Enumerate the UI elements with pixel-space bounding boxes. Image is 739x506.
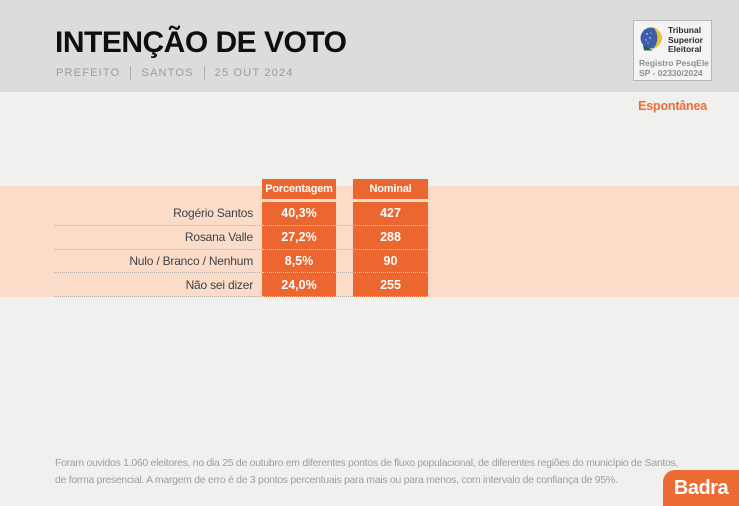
row-gap [336, 250, 353, 274]
tse-org-name: Tribunal Superior Eleitoral [668, 26, 703, 55]
candidate-label: Rogério Santos [55, 202, 253, 226]
row-gap [336, 273, 353, 297]
percentage-value: 27,2% [262, 225, 336, 250]
percentage-value: 8,5% [262, 249, 336, 274]
poll-type-tag: Espontânea [638, 99, 707, 113]
table-row: Não sei dizer 24,0% 255 [55, 273, 428, 297]
methodology-line1: Foram ouvidos 1.060 eleitores, no dia 25… [55, 457, 679, 469]
row-gap [253, 226, 262, 250]
badra-logo-text: Badra [673, 476, 729, 499]
subtitle-divider [130, 66, 132, 80]
candidate-label: Não sei dizer [55, 273, 253, 297]
candidate-label: Rosana Valle [55, 226, 253, 250]
methodology-note: Foram ouvidos 1.060 eleitores, no dia 25… [55, 455, 678, 488]
row-gap [336, 226, 353, 250]
tse-registry-number: Registro PesqEle SP - 02330/2024 [639, 58, 709, 78]
header-band: INTENÇÃO DE VOTO PREFEITO SANTOS 25 OUT … [0, 0, 739, 92]
row-gap [253, 202, 262, 226]
table-row: Nulo / Branco / Nenhum 8,5% 90 [55, 249, 428, 274]
candidate-label: Nulo / Branco / Nenhum [55, 250, 253, 274]
nominal-value: 90 [353, 249, 428, 274]
subtitle-date: 25 OUT 2024 [214, 67, 294, 79]
nominal-value: 255 [353, 273, 428, 297]
percentage-value: 24,0% [262, 273, 336, 297]
column-header-nominal: Nominal [353, 179, 428, 199]
column-header-porcentagem: Porcentagem [262, 179, 336, 199]
tse-org-line1: Tribunal [668, 25, 702, 36]
tse-registry-line2: SP - 02330/2024 [639, 67, 703, 78]
row-gap [253, 273, 262, 297]
percentage-value: 40,3% [262, 202, 336, 226]
tse-org-line2: Superior [668, 34, 703, 45]
tse-org-line3: Eleitoral [668, 44, 702, 55]
page-title: INTENÇÃO DE VOTO [55, 26, 347, 59]
tse-registry-line1: Registro PesqEle [639, 58, 709, 68]
tse-registry-badge: Tribunal Superior Eleitoral Registro Pes… [633, 20, 712, 81]
tse-logo-icon [639, 25, 665, 56]
nominal-value: 288 [353, 225, 428, 250]
subtitle-divider [203, 66, 205, 80]
breadcrumb: PREFEITO SANTOS 25 OUT 2024 [56, 66, 294, 80]
table-row: Rosana Valle 27,2% 288 [55, 225, 428, 250]
subtitle-office: PREFEITO [56, 67, 121, 79]
subtitle-city: SANTOS [141, 67, 194, 79]
methodology-line2: de forma presencial. A margem de erro é … [55, 473, 618, 486]
row-gap [336, 202, 353, 226]
tse-badge-top: Tribunal Superior Eleitoral [639, 25, 706, 56]
results-table: Rogério Santos 40,3% 427 Rosana Valle 27… [55, 202, 428, 297]
badra-logo: Badra [663, 470, 739, 506]
table-row: Rogério Santos 40,3% 427 [55, 202, 428, 226]
row-gap [253, 250, 262, 274]
nominal-value: 427 [353, 202, 428, 226]
